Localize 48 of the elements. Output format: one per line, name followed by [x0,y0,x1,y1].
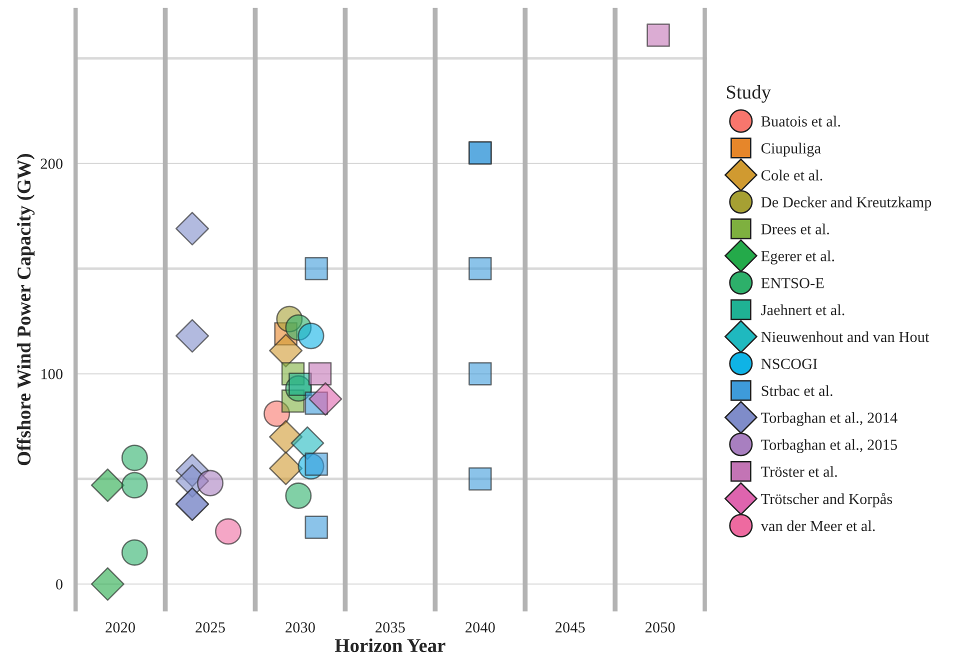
y-tick-label: 200 [40,158,62,169]
point [175,212,210,246]
legend-label: Nieuwenhout and van Hout [761,331,930,342]
x-tick-label: 2040 [466,622,495,633]
legend-label: Buatois et al. [761,116,840,127]
point [121,539,148,566]
legend-label: Cole et al. [761,170,822,181]
point [468,362,492,386]
point [304,516,328,539]
legend-label: De Decker and Kreutzkamp [761,196,932,211]
legend-title: Study [726,85,771,103]
point [285,482,312,510]
x-tick-label: 2030 [286,622,315,633]
legend-label: Egerer et al. [761,250,834,264]
legend-label: Tröster et al. [761,466,837,477]
point [196,470,224,496]
y-tick-label: 100 [42,368,62,380]
legend-label: Trötscher and Korpås [761,492,892,508]
legend-label: Torbaghan et al., 2015 [761,439,898,454]
point [468,467,492,491]
x-tick-label: 2050 [645,622,675,633]
legend-label: ENTSO-E [761,278,824,288]
x-tick-label: 2020 [106,622,135,633]
x-tick-label: 2035 [376,622,405,633]
point [121,444,148,472]
legend-label: van der Meer et al. [760,520,875,532]
legend-label: Strbac et al. [762,385,832,396]
point [308,382,342,416]
legend-label: NSCOGI [761,358,818,370]
x-axis-title: Horizon Year [334,638,446,652]
x-tick-label: 2045 [556,622,585,633]
y-tick-label: 0 [56,579,62,590]
point [646,24,670,47]
point [214,518,242,545]
y-axis-title: Offshore Wind Power Capacity (GW) [16,154,35,466]
legend-label: Jaehnert et al. [761,304,844,316]
point [90,567,125,601]
point [121,472,148,499]
legend-label: Torbaghan et al., 2014 [761,412,898,426]
point [308,362,332,386]
legend-label: Drees et al. [761,224,829,234]
point [304,452,328,476]
x-tick-label: 2025 [196,622,225,633]
point [298,322,324,350]
point [304,256,328,280]
point [468,256,492,280]
point [175,319,210,353]
legend-label: Ciupuliga [761,142,821,157]
